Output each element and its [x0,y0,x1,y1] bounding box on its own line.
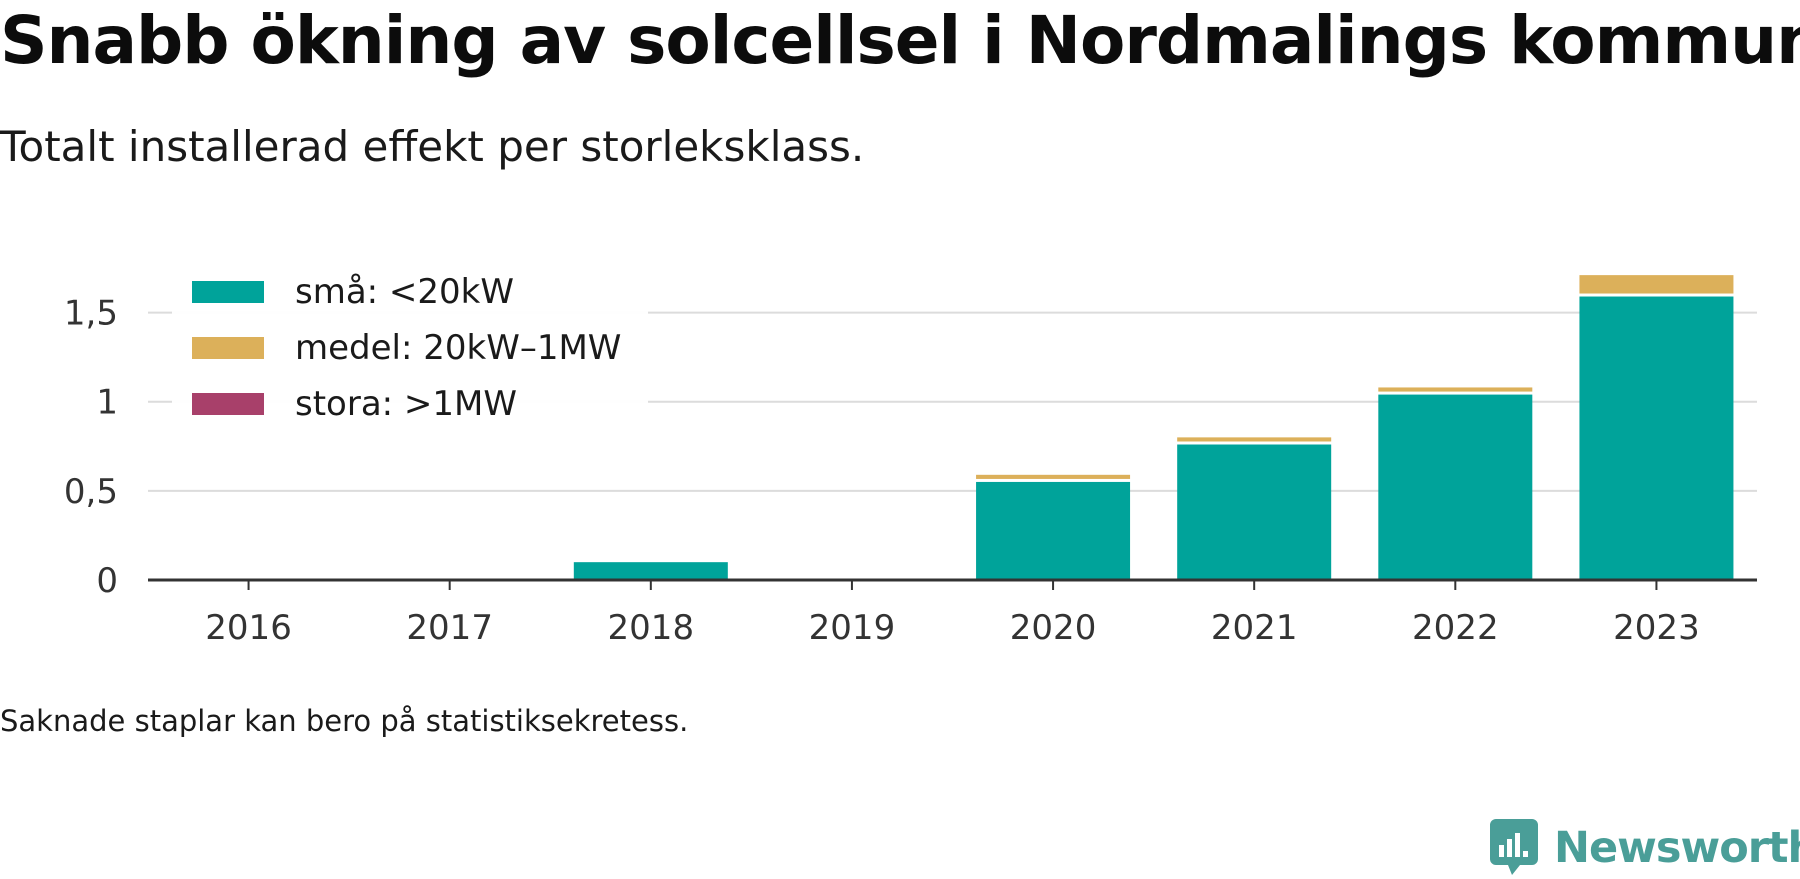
bar-segment [1579,296,1734,580]
legend-swatch [192,393,264,415]
bar-segment [1378,394,1533,580]
x-tick-label: 2020 [1010,608,1097,648]
legend: små: <20kW medel: 20kW–1MW stora: >1MW [172,266,648,436]
bar-segment [1579,275,1734,294]
x-tick-label: 2019 [809,608,896,648]
y-tick-label: 0,5 [64,472,118,512]
x-tick-label: 2021 [1211,608,1298,648]
y-tick-label: 0 [96,561,118,601]
bar-segment [976,481,1131,580]
x-tick-label: 2023 [1613,608,1700,648]
legend-swatch [192,281,264,303]
chart-title: Snabb ökning av solcellsel i Nordmalings… [0,2,1800,79]
bars [573,275,1734,580]
chart-subtitle: Totalt installerad effekt per storlekskl… [0,122,865,171]
footnote: Saknade staplar kan bero på statistiksek… [0,704,689,738]
x-tick-label: 2022 [1412,608,1499,648]
x-tick-label: 2016 [205,608,292,648]
newsworthy-logo-icon [1490,819,1538,875]
bar-segment [573,562,728,580]
axes: 0 0,5 1 1,5 2016 2017 2018 2019 2020 2021 2022 2023 [64,294,1757,648]
legend-label: små: <20kW [295,272,514,312]
bar-segment [1177,444,1332,580]
brand-name: Newsworthy [1554,823,1800,873]
newsworthy-brand[interactable]: Newsworthy [1490,818,1800,878]
bar-chart: 0 0,5 1 1,5 2016 2017 2018 2019 2020 2021 2022 2023… [63,266,1757,648]
x-tick-label: 2017 [406,608,493,648]
y-tick-label: 1 [96,383,118,423]
x-tick-label: 2018 [608,608,695,648]
bar-segment [976,474,1131,479]
bar-segment [1378,387,1533,392]
legend-label: stora: >1MW [295,384,517,424]
y-tick-label: 1,5 [64,294,118,334]
bar-segment [1177,437,1332,442]
legend-swatch [192,337,264,359]
legend-label: medel: 20kW–1MW [295,328,621,368]
